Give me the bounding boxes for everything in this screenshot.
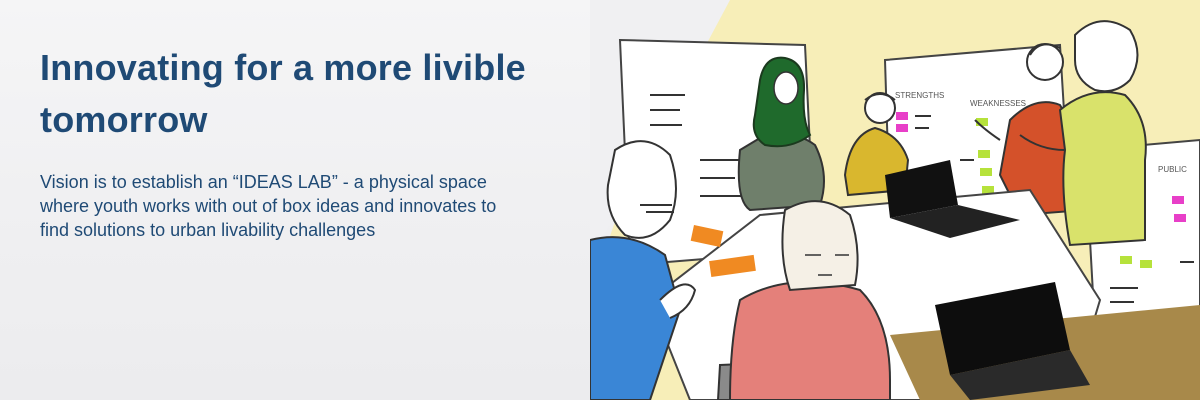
- person-blue-shirt: [590, 140, 697, 400]
- laptop-back-keyboard: [890, 205, 1020, 238]
- laptop-back: [885, 160, 958, 218]
- workshop-illustration: STRENGTHS WEAKNESSES PUBLIC: [590, 0, 1200, 400]
- workshop-illustration-svg: STRENGTHS WEAKNESSES PUBLIC: [590, 0, 1200, 400]
- board-label-strengths: STRENGTHS: [895, 91, 944, 100]
- person-gray-hair: [1019, 20, 1147, 247]
- board-label-weaknesses: WEAKNESSES: [970, 99, 1026, 108]
- text-panel: Innovating for a more livible tomorrow V…: [40, 42, 600, 242]
- person-green-hijab: [737, 56, 825, 212]
- body-copy: Vision is to establish an “IDEAS LAB” - …: [40, 172, 497, 240]
- headline: Innovating for a more livible tomorrow: [40, 47, 526, 140]
- board-label-public: PUBLIC: [1158, 165, 1187, 174]
- sticky-note-orange: [709, 254, 756, 277]
- laptop-front-keyboard: [950, 350, 1090, 400]
- laptop-front: [935, 282, 1070, 375]
- person-pink-shirt: [728, 200, 891, 400]
- sticky-note-orange: [690, 225, 724, 247]
